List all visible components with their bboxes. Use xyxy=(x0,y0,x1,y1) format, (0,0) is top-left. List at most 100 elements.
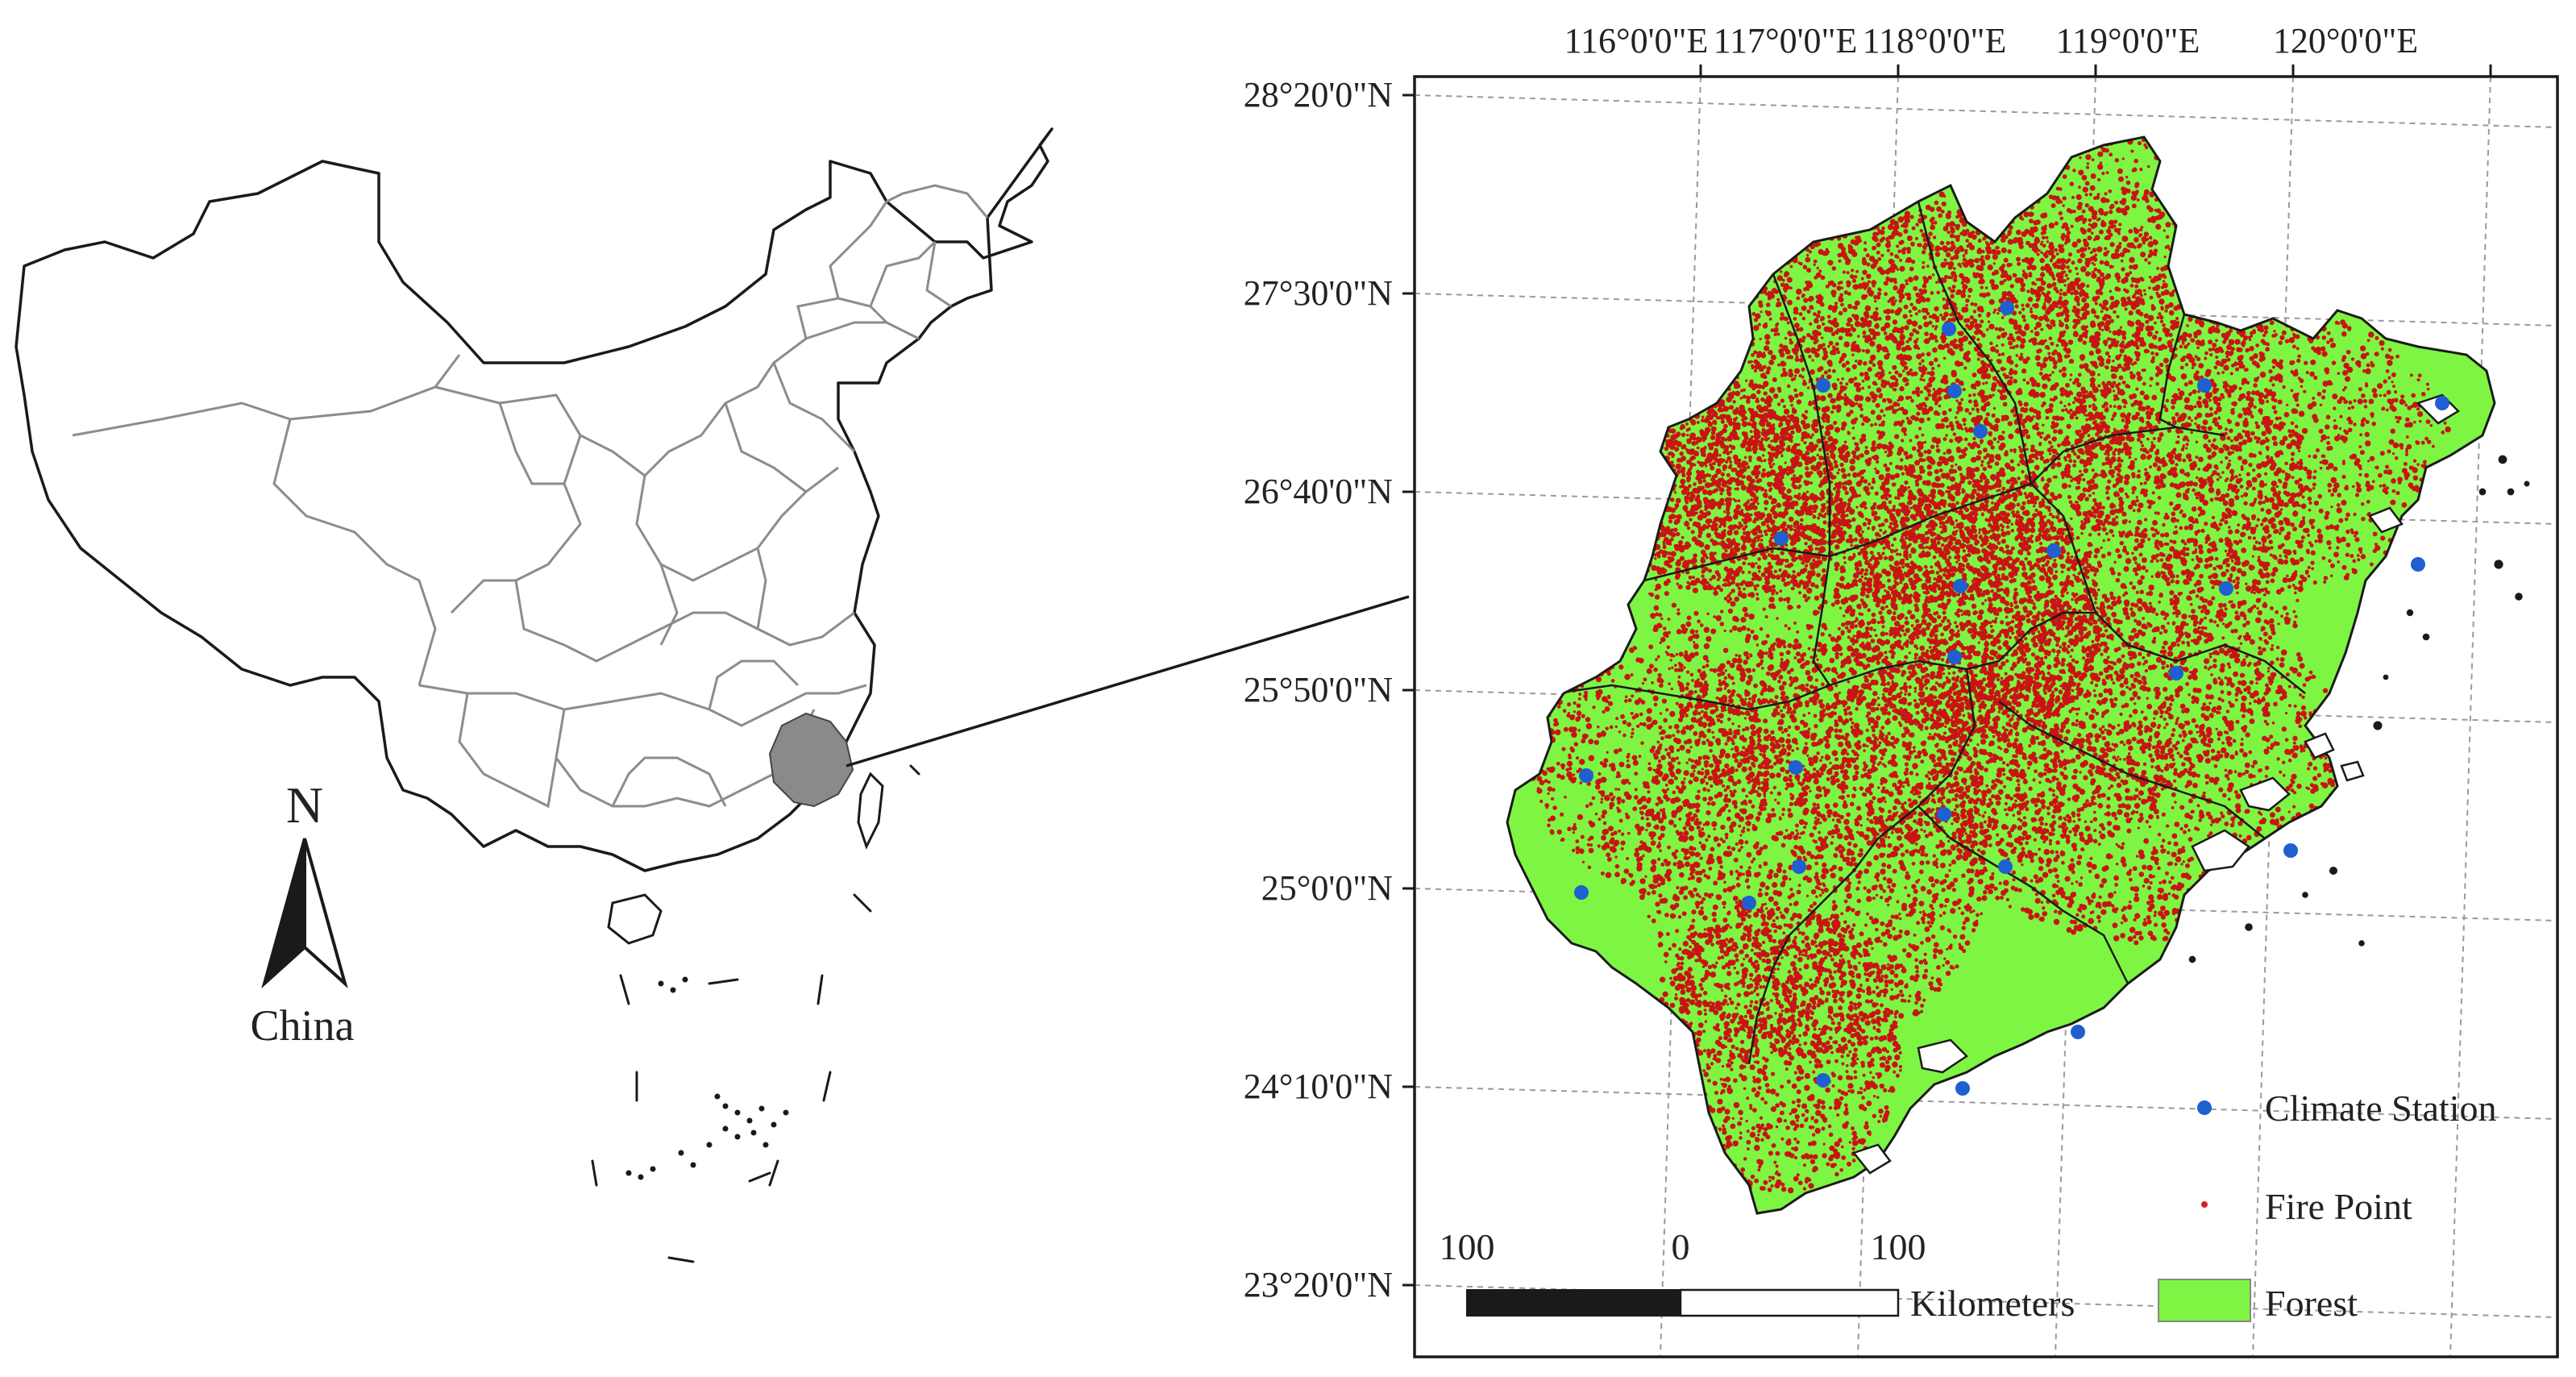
lat-label: 28°20'0"N xyxy=(1244,75,1393,114)
lat-label: 26°40'0"N xyxy=(1244,472,1393,511)
lon-label: 118°0'0"E xyxy=(1863,21,2007,60)
climate-station-point xyxy=(1579,768,1593,783)
green-square-icon xyxy=(2158,1279,2251,1322)
islet xyxy=(2245,923,2253,931)
climate-station-point xyxy=(1574,885,1589,900)
latitude-labels: 28°20'0"N 27°30'0"N 26°40'0"N 25°50'0"N … xyxy=(1244,75,1393,1304)
lat-label: 23°20'0"N xyxy=(1244,1265,1393,1304)
hainan-island xyxy=(607,893,663,945)
islet xyxy=(2498,455,2507,464)
longitude-ticks xyxy=(1699,64,2492,77)
scale-bar-white xyxy=(1679,1288,1900,1317)
longitude-labels: 116°0'0"E 117°0'0"E 118°0'0"E 119°0'0"E … xyxy=(1564,21,2419,60)
climate-station-point xyxy=(1942,322,1956,336)
islet xyxy=(2494,560,2503,569)
province-borders xyxy=(72,184,989,809)
lat-label: 27°30'0"N xyxy=(1244,273,1393,313)
island-dot xyxy=(722,1125,729,1132)
lat-label: 24°10'0"N xyxy=(1244,1067,1393,1106)
islet xyxy=(2478,488,2487,496)
climate-station-point xyxy=(1774,531,1789,546)
island-dot xyxy=(706,1142,713,1148)
climate-station-point xyxy=(1973,424,1988,439)
island-dot xyxy=(658,980,664,987)
connector-line xyxy=(846,595,1410,768)
county-borders xyxy=(1555,201,2306,1065)
climate-stations-layer xyxy=(1574,301,2449,1096)
lat-label: 25°0'0"N xyxy=(1261,868,1393,908)
lon-label: 120°0'0"E xyxy=(2273,21,2418,60)
lat-label: 25°50'0"N xyxy=(1244,670,1393,709)
scale-label-zero: 0 xyxy=(1672,1226,1690,1267)
islet xyxy=(2524,480,2530,487)
climate-station-point xyxy=(1816,1073,1830,1088)
island-dot xyxy=(625,1170,632,1176)
climate-station-point xyxy=(1816,378,1830,393)
island-dot xyxy=(650,1166,656,1172)
scale-bar-black xyxy=(1466,1289,1681,1317)
islet xyxy=(2383,674,2389,680)
island-dot xyxy=(670,987,676,993)
island-dot xyxy=(783,1109,789,1116)
climate-station-point xyxy=(1947,384,1962,398)
climate-station-point xyxy=(1742,896,1756,910)
legend: Climate Station Fire Point Forest xyxy=(2158,1088,2496,1324)
north-label: N xyxy=(286,776,323,834)
island-dot xyxy=(758,1105,765,1112)
legend-label-fire-point: Fire Point xyxy=(2265,1186,2412,1227)
island-dot xyxy=(734,1134,741,1140)
islet xyxy=(2329,866,2338,876)
graticule-parallel xyxy=(1416,293,2556,327)
graticule-parallel xyxy=(1416,94,2556,128)
fujian-highlight xyxy=(768,712,854,808)
islet xyxy=(2406,609,2414,617)
graticule-parallel xyxy=(1416,1086,2556,1120)
islet xyxy=(2358,940,2365,946)
china-overview-map: N China xyxy=(15,127,1410,1263)
islet xyxy=(2507,488,2515,496)
climate-station-point xyxy=(1998,859,2013,874)
island-dot xyxy=(690,1162,696,1168)
taiwan-island xyxy=(857,772,884,850)
legend-label-climate-station: Climate Station xyxy=(2265,1088,2496,1129)
island-dot xyxy=(771,1121,777,1128)
south-china-sea-lines xyxy=(591,764,920,1263)
detail-map: 116°0'0"E 117°0'0"E 118°0'0"E 119°0'0"E … xyxy=(1244,21,2559,1358)
climate-station-point xyxy=(1792,859,1806,874)
north-arrow-icon xyxy=(303,838,348,989)
climate-station-point xyxy=(2435,396,2449,410)
graticule-meridian xyxy=(2449,78,2491,1355)
china-outline xyxy=(15,127,1053,872)
island-dot xyxy=(678,1150,684,1156)
fujian-province xyxy=(1506,135,2496,1215)
islet xyxy=(2422,633,2430,641)
climate-station-point xyxy=(1955,1081,1970,1096)
climate-station-point xyxy=(1937,807,1951,822)
islet xyxy=(2515,593,2523,601)
climate-station-point xyxy=(1789,760,1803,775)
lon-label: 116°0'0"E xyxy=(1564,21,1709,60)
climate-station-point xyxy=(2071,1025,2085,1039)
fire-points xyxy=(1530,137,2451,1194)
climate-station-point xyxy=(2219,581,2233,596)
climate-station-point xyxy=(2046,543,2061,558)
island-dot xyxy=(746,1117,753,1124)
climate-station-point xyxy=(2000,301,2014,315)
islet xyxy=(2373,721,2383,730)
island-dot xyxy=(750,1129,757,1136)
climate-station-point xyxy=(1947,650,1962,664)
red-dot-icon xyxy=(2201,1201,2208,1208)
island-dot xyxy=(762,1142,769,1148)
islet xyxy=(2302,892,2308,898)
island-dots xyxy=(625,976,789,1180)
scale-unit: Kilometers xyxy=(1910,1283,2075,1324)
legend-label-forest: Forest xyxy=(2265,1283,2358,1324)
offshore-islets xyxy=(2188,455,2530,963)
climate-station-point xyxy=(2197,378,2212,393)
coastline-islands xyxy=(1851,393,2461,1175)
lon-label: 119°0'0"E xyxy=(2056,21,2200,60)
island-dot xyxy=(734,1109,741,1116)
islet xyxy=(2188,955,2196,963)
climate-station-point xyxy=(2411,557,2425,572)
climate-station-point xyxy=(1953,579,1967,593)
